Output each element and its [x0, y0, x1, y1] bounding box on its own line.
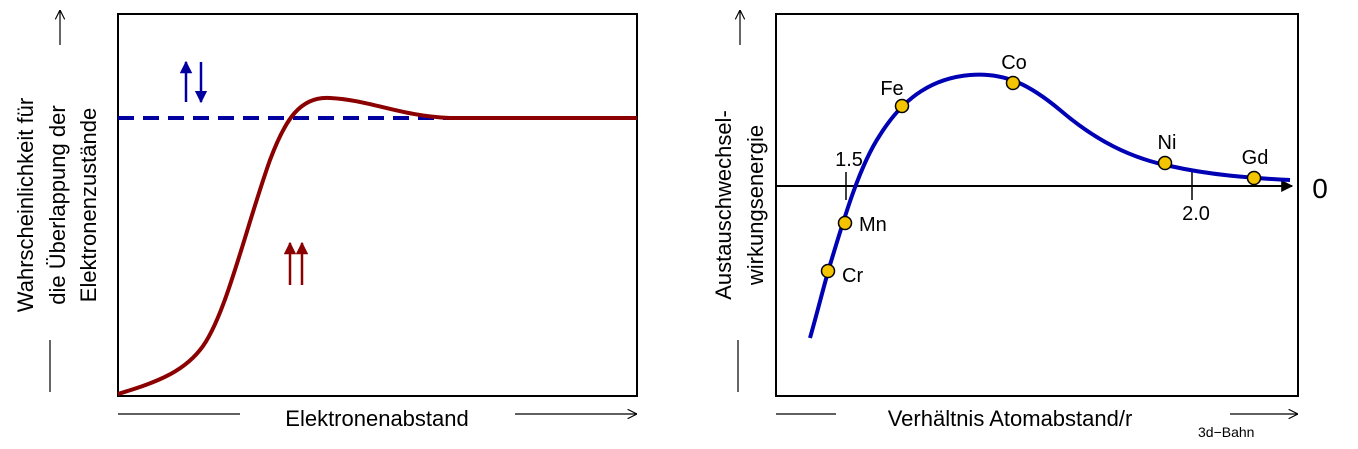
point-label: Mn	[859, 214, 887, 236]
point-label: Gd	[1242, 147, 1269, 169]
point-label: Co	[1001, 52, 1027, 74]
left-panel: Wahrscheinlichkeit für die Überlappung d…	[13, 10, 638, 431]
point	[820, 263, 836, 279]
point-label: Ni	[1158, 132, 1177, 154]
y-label: Elektronenzustände	[76, 108, 101, 302]
point-label: Fe	[880, 78, 903, 100]
point	[1246, 170, 1262, 186]
parallel-curve	[117, 95, 637, 396]
x-label: Verhältnis Atomabstand/r	[888, 406, 1133, 431]
x-label: Elektronenabstand	[285, 406, 468, 431]
point	[894, 98, 910, 114]
y-label: wirkungsenergie	[743, 125, 768, 286]
point-label: Cr	[842, 265, 863, 287]
frame	[117, 13, 638, 397]
y-label: Wahrscheinlichkeit für	[13, 98, 38, 312]
energy-curve	[808, 72, 1291, 339]
y-label: Austauschwechsel-	[711, 110, 736, 300]
right-panel: 0 1.5 2.0 Cr Mn Fe Co Ni Gd Austauschwechsel-…	[711, 10, 1328, 440]
point	[1005, 75, 1021, 91]
y-label: die Überlappung der	[45, 105, 70, 304]
point	[837, 215, 853, 231]
point	[1157, 155, 1173, 171]
x-label-sub: 3d−Bahn	[1198, 424, 1254, 440]
zero-label: 0	[1312, 173, 1328, 204]
tick-label: 1.5	[835, 149, 863, 171]
points: Cr Mn Fe Co Ni Gd	[820, 52, 1269, 287]
frame	[775, 13, 1299, 397]
tick-label: 2.0	[1182, 203, 1210, 225]
